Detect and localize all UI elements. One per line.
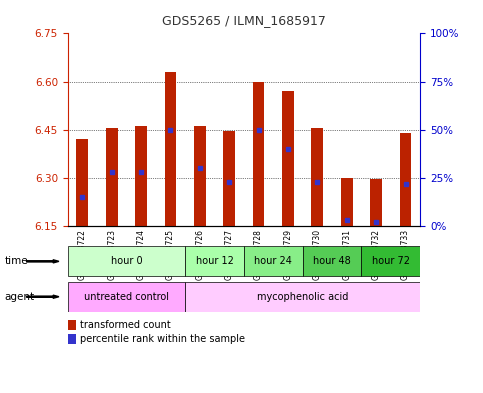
Bar: [185, 246, 244, 276]
Text: hour 72: hour 72: [372, 256, 410, 266]
Text: time: time: [5, 256, 28, 266]
Bar: [68, 246, 185, 276]
Bar: [341, 178, 353, 226]
Text: hour 24: hour 24: [255, 256, 292, 266]
Bar: [194, 127, 206, 226]
Bar: [223, 131, 235, 226]
Text: transformed count: transformed count: [80, 320, 170, 330]
Bar: [399, 133, 412, 226]
Bar: [282, 91, 294, 226]
Bar: [244, 246, 303, 276]
Bar: [185, 282, 420, 312]
Bar: [135, 127, 147, 226]
Bar: [165, 72, 176, 226]
Text: hour 48: hour 48: [313, 256, 351, 266]
Text: hour 0: hour 0: [111, 256, 142, 266]
Bar: [303, 246, 361, 276]
Text: percentile rank within the sample: percentile rank within the sample: [80, 334, 245, 344]
Text: mycophenolic acid: mycophenolic acid: [257, 292, 348, 302]
Bar: [68, 282, 185, 312]
Bar: [253, 82, 265, 226]
Text: agent: agent: [5, 292, 35, 302]
Bar: [312, 128, 323, 226]
Bar: [76, 139, 88, 226]
Bar: [361, 246, 420, 276]
Text: untreated control: untreated control: [84, 292, 169, 302]
Text: hour 12: hour 12: [196, 256, 233, 266]
Bar: [370, 180, 382, 226]
Text: GDS5265 / ILMN_1685917: GDS5265 / ILMN_1685917: [162, 14, 326, 27]
Bar: [106, 128, 117, 226]
